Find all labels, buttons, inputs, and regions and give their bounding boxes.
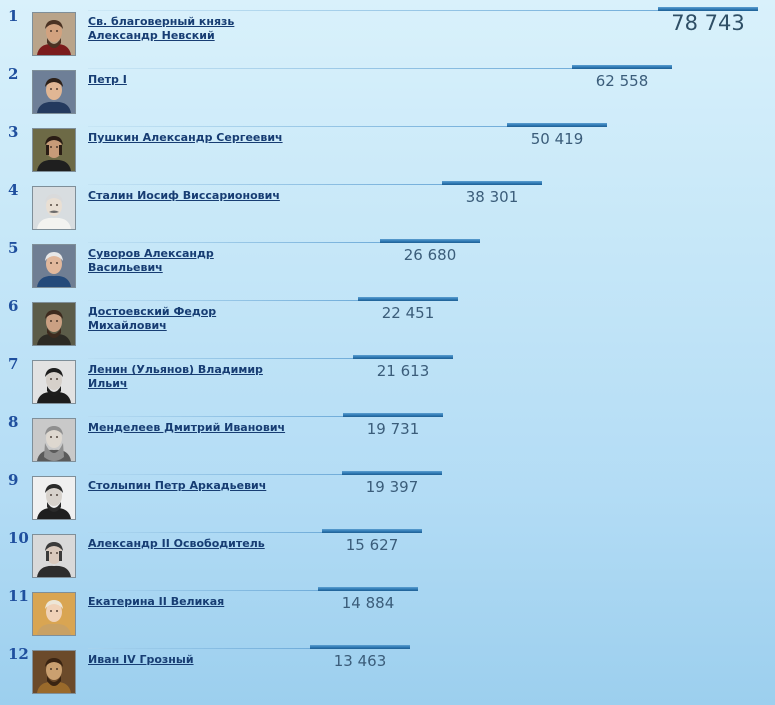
stolypin-portrait[interactable] (32, 476, 76, 520)
vote-count: 78 743 (671, 11, 745, 35)
vote-bar-cap (318, 587, 418, 591)
vote-count: 50 419 (530, 130, 584, 148)
ranking-row: 10 Александр II Освободитель 15 627 (0, 529, 775, 587)
rating-track-line (88, 300, 358, 301)
person-name-link[interactable]: Достоевский Федор Михайлович (88, 305, 217, 332)
rank-number: 10 (8, 529, 29, 547)
rank-number: 11 (8, 587, 29, 605)
catherine-ii-portrait[interactable] (32, 592, 76, 636)
ranking-row: 2 Петр I 62 558 (0, 65, 775, 123)
ranking-row: 5 Суворов Александр Васильевич 26 680 (0, 239, 775, 297)
rank-number: 9 (8, 471, 19, 489)
vote-count: 62 558 (595, 72, 649, 90)
vote-bar-cap (658, 7, 758, 11)
person-name-link[interactable]: Менделеев Дмитрий Иванович (88, 421, 286, 434)
ranking-row: 7 Ленин (Ульянов) Владимир Ильич 21 613 (0, 355, 775, 413)
rank-number: 7 (8, 355, 19, 373)
rank-number: 4 (8, 181, 19, 199)
ivan-iv-portrait[interactable] (32, 650, 76, 694)
rating-track-line (88, 184, 442, 185)
vote-count: 15 627 (345, 536, 399, 554)
vote-count: 19 731 (366, 420, 420, 438)
person-name-link[interactable]: Столыпин Петр Аркадьевич (88, 479, 267, 492)
dostoevsky-portrait[interactable] (32, 302, 76, 346)
person-name-link[interactable]: Св. благоверный князь Александр Невский (88, 15, 235, 42)
vote-count: 38 301 (465, 188, 519, 206)
person-name-link[interactable]: Александр II Освободитель (88, 537, 265, 550)
alexander-nevsky-portrait[interactable] (32, 12, 76, 56)
ranking-row: 4 Сталин Иосиф Виссарионович 38 301 (0, 181, 775, 239)
rating-track-line (88, 532, 322, 533)
person-name-link[interactable]: Петр I (88, 73, 127, 86)
ranking-row: 9 Столыпин Петр Аркадьевич 19 397 (0, 471, 775, 529)
stalin-portrait[interactable] (32, 186, 76, 230)
rating-track-line (88, 590, 318, 591)
pushkin-portrait[interactable] (32, 128, 76, 172)
mendeleev-portrait[interactable] (32, 418, 76, 462)
lenin-portrait[interactable] (32, 360, 76, 404)
vote-count: 13 463 (333, 652, 387, 670)
person-name-link[interactable]: Ленин (Ульянов) Владимир Ильич (88, 363, 263, 390)
vote-bar-cap (310, 645, 410, 649)
ranking-row: 11 Екатерина II Великая 14 884 (0, 587, 775, 645)
rank-number: 3 (8, 123, 19, 141)
rating-track-line (88, 358, 353, 359)
ranking-row: 1 Св. благоверный князь Александр Невски… (0, 7, 775, 65)
person-name-link[interactable]: Пушкин Александр Сергеевич (88, 131, 283, 144)
vote-count: 22 451 (381, 304, 435, 322)
vote-bar-cap (358, 297, 458, 301)
rating-track-line (88, 68, 572, 69)
vote-bar-cap (342, 471, 442, 475)
vote-count: 14 884 (341, 594, 395, 612)
ranking-row: 6 Достоевский Федор Михайлович 22 451 (0, 297, 775, 355)
rating-track-line (88, 474, 342, 475)
rating-track-line (88, 416, 343, 417)
rating-track-line (88, 242, 380, 243)
vote-count: 21 613 (376, 362, 430, 380)
vote-count: 26 680 (403, 246, 457, 264)
rank-number: 12 (8, 645, 29, 663)
rating-track-line (88, 10, 658, 11)
rank-number: 1 (8, 7, 19, 25)
person-name-link[interactable]: Суворов Александр Васильевич (88, 247, 214, 274)
rank-number: 2 (8, 65, 19, 83)
vote-bar-cap (322, 529, 422, 533)
vote-bar-cap (343, 413, 443, 417)
alexander-ii-portrait[interactable] (32, 534, 76, 578)
vote-bar-cap (380, 239, 480, 243)
rating-track-line (88, 126, 507, 127)
ranking-row: 3 Пушкин Александр Сергеевич 50 419 (0, 123, 775, 181)
suvorov-portrait[interactable] (32, 244, 76, 288)
rank-number: 5 (8, 239, 19, 257)
person-name-link[interactable]: Сталин Иосиф Виссарионович (88, 189, 280, 202)
person-name-link[interactable]: Екатерина II Великая (88, 595, 225, 608)
vote-bar-cap (353, 355, 453, 359)
rank-number: 8 (8, 413, 19, 431)
vote-bar-cap (442, 181, 542, 185)
rating-track-line (88, 648, 310, 649)
vote-bar-cap (507, 123, 607, 127)
peter-i-portrait[interactable] (32, 70, 76, 114)
person-name-link[interactable]: Иван IV Грозный (88, 653, 194, 666)
ranking-row: 8 Менделеев Дмитрий Иванович 19 731 (0, 413, 775, 471)
ranking-row: 12 Иван IV Грозный 13 463 (0, 645, 775, 703)
rank-number: 6 (8, 297, 19, 315)
vote-bar-cap (572, 65, 672, 69)
vote-count: 19 397 (365, 478, 419, 496)
